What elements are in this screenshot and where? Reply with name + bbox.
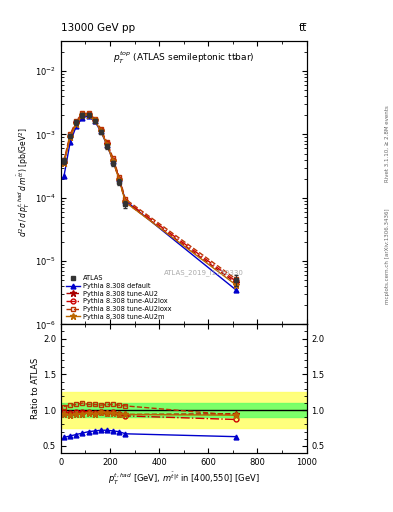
Legend: ATLAS, Pythia 8.308 default, Pythia 8.308 tune-AU2, Pythia 8.308 tune-AU2lox, Py: ATLAS, Pythia 8.308 default, Pythia 8.30… xyxy=(64,274,173,321)
Bar xyxy=(61,392,307,428)
Text: 13000 GeV pp: 13000 GeV pp xyxy=(61,23,135,33)
Text: ATLAS_2019_I1750330: ATLAS_2019_I1750330 xyxy=(163,269,243,276)
X-axis label: $p_T^{t,had}$ [GeV], $m^{\bar{t}|t}$ in [400,550] [GeV]: $p_T^{t,had}$ [GeV], $m^{\bar{t}|t}$ in … xyxy=(108,471,259,487)
Text: $p_T^{top}$ (ATLAS semileptonic tt$\bar{}$bar): $p_T^{top}$ (ATLAS semileptonic tt$\bar{… xyxy=(113,50,255,66)
Text: Rivet 3.1.10, ≥ 2.8M events: Rivet 3.1.10, ≥ 2.8M events xyxy=(385,105,389,182)
Text: tt̅: tt̅ xyxy=(298,23,307,33)
Y-axis label: Ratio to ATLAS: Ratio to ATLAS xyxy=(31,358,40,419)
Bar xyxy=(61,403,307,417)
Y-axis label: $d^2\sigma\,/\,d\,p_T^{t,had}\,d\,m^{\bar{t}t}$) [pb/GeV$^2$]: $d^2\sigma\,/\,d\,p_T^{t,had}\,d\,m^{\ba… xyxy=(16,128,32,238)
Text: mcplots.cern.ch [arXiv:1306.3436]: mcplots.cern.ch [arXiv:1306.3436] xyxy=(385,208,389,304)
